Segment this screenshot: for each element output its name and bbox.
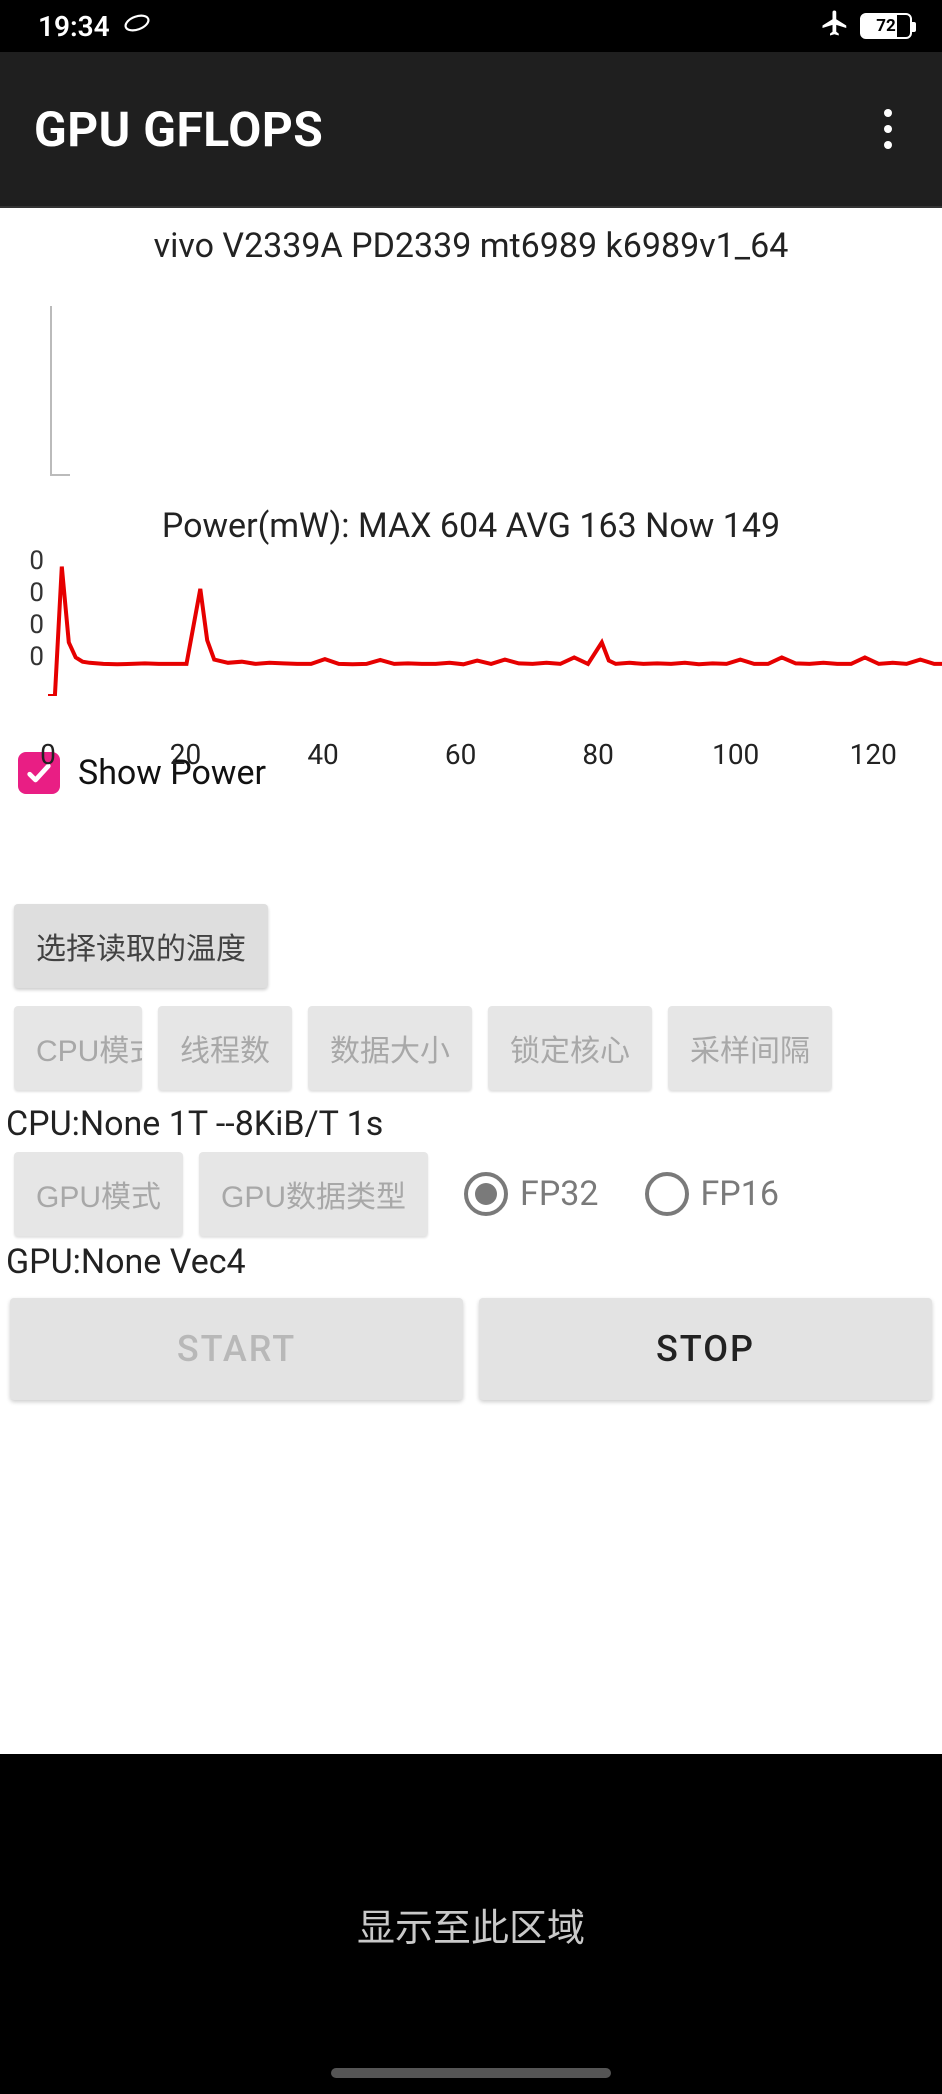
display-bounds-text: 显示至此区域 bbox=[357, 1897, 585, 1952]
cpu-mode-button[interactable]: CPU模式 bbox=[14, 1006, 142, 1090]
power-xtick: 0 bbox=[40, 738, 56, 771]
fp32-radio[interactable] bbox=[464, 1172, 508, 1216]
gesture-bar[interactable] bbox=[331, 2068, 611, 2078]
power-xtick: 20 bbox=[170, 738, 201, 771]
display-bounds-label: 显示至此区域 bbox=[0, 1754, 942, 2094]
power-chart-title: Power(mW): MAX 604 AVG 163 Now 149 bbox=[0, 476, 942, 546]
data-size-button[interactable]: 数据大小 bbox=[308, 1006, 472, 1090]
overflow-menu-icon[interactable] bbox=[868, 109, 908, 149]
battery-icon: 72 bbox=[860, 13, 912, 39]
power-ylabel: 0 bbox=[14, 610, 44, 640]
select-temp-button[interactable]: 选择读取的温度 bbox=[14, 904, 268, 988]
gpu-dtype-button[interactable]: GPU数据类型 bbox=[199, 1152, 428, 1236]
power-xtick: 80 bbox=[582, 738, 613, 771]
power-xtick: 40 bbox=[307, 738, 338, 771]
fp16-label: FP16 bbox=[701, 1174, 779, 1214]
device-info: vivo V2339A PD2339 mt6989 k6989v1_64 bbox=[0, 208, 942, 266]
power-ylabel: 0 bbox=[14, 578, 44, 608]
power-ylabel: 0 bbox=[14, 546, 44, 576]
app-bar: GPU GFLOPS bbox=[0, 52, 942, 208]
power-xtick: 120 bbox=[850, 738, 897, 771]
power-xtick: 60 bbox=[445, 738, 476, 771]
battery-text: 72 bbox=[862, 16, 910, 36]
gflops-chart bbox=[50, 306, 70, 476]
status-extra-icon bbox=[124, 10, 150, 43]
status-bar: 19:34 72 bbox=[0, 0, 942, 52]
sample-interval-button[interactable]: 采样间隔 bbox=[668, 1006, 832, 1090]
fp32-label: FP32 bbox=[520, 1174, 598, 1214]
threads-button[interactable]: 线程数 bbox=[158, 1006, 292, 1090]
airplane-mode-icon bbox=[820, 8, 850, 45]
cpu-info: CPU:None 1T --8KiB/T 1s bbox=[0, 1098, 942, 1152]
gpu-info: GPU:None Vec4 bbox=[0, 1236, 942, 1290]
power-xtick: 100 bbox=[712, 738, 759, 771]
power-ylabel: 0 bbox=[14, 642, 44, 672]
stop-button[interactable]: STOP bbox=[479, 1298, 932, 1400]
power-chart: 0 0 0 0 020406080100120 bbox=[14, 546, 942, 746]
gpu-mode-button[interactable]: GPU模式 bbox=[14, 1152, 183, 1236]
app-title: GPU GFLOPS bbox=[34, 101, 323, 158]
status-time: 19:34 bbox=[38, 10, 110, 43]
start-button[interactable]: START bbox=[10, 1298, 463, 1400]
fp16-radio[interactable] bbox=[645, 1172, 689, 1216]
lock-core-button[interactable]: 锁定核心 bbox=[488, 1006, 652, 1090]
